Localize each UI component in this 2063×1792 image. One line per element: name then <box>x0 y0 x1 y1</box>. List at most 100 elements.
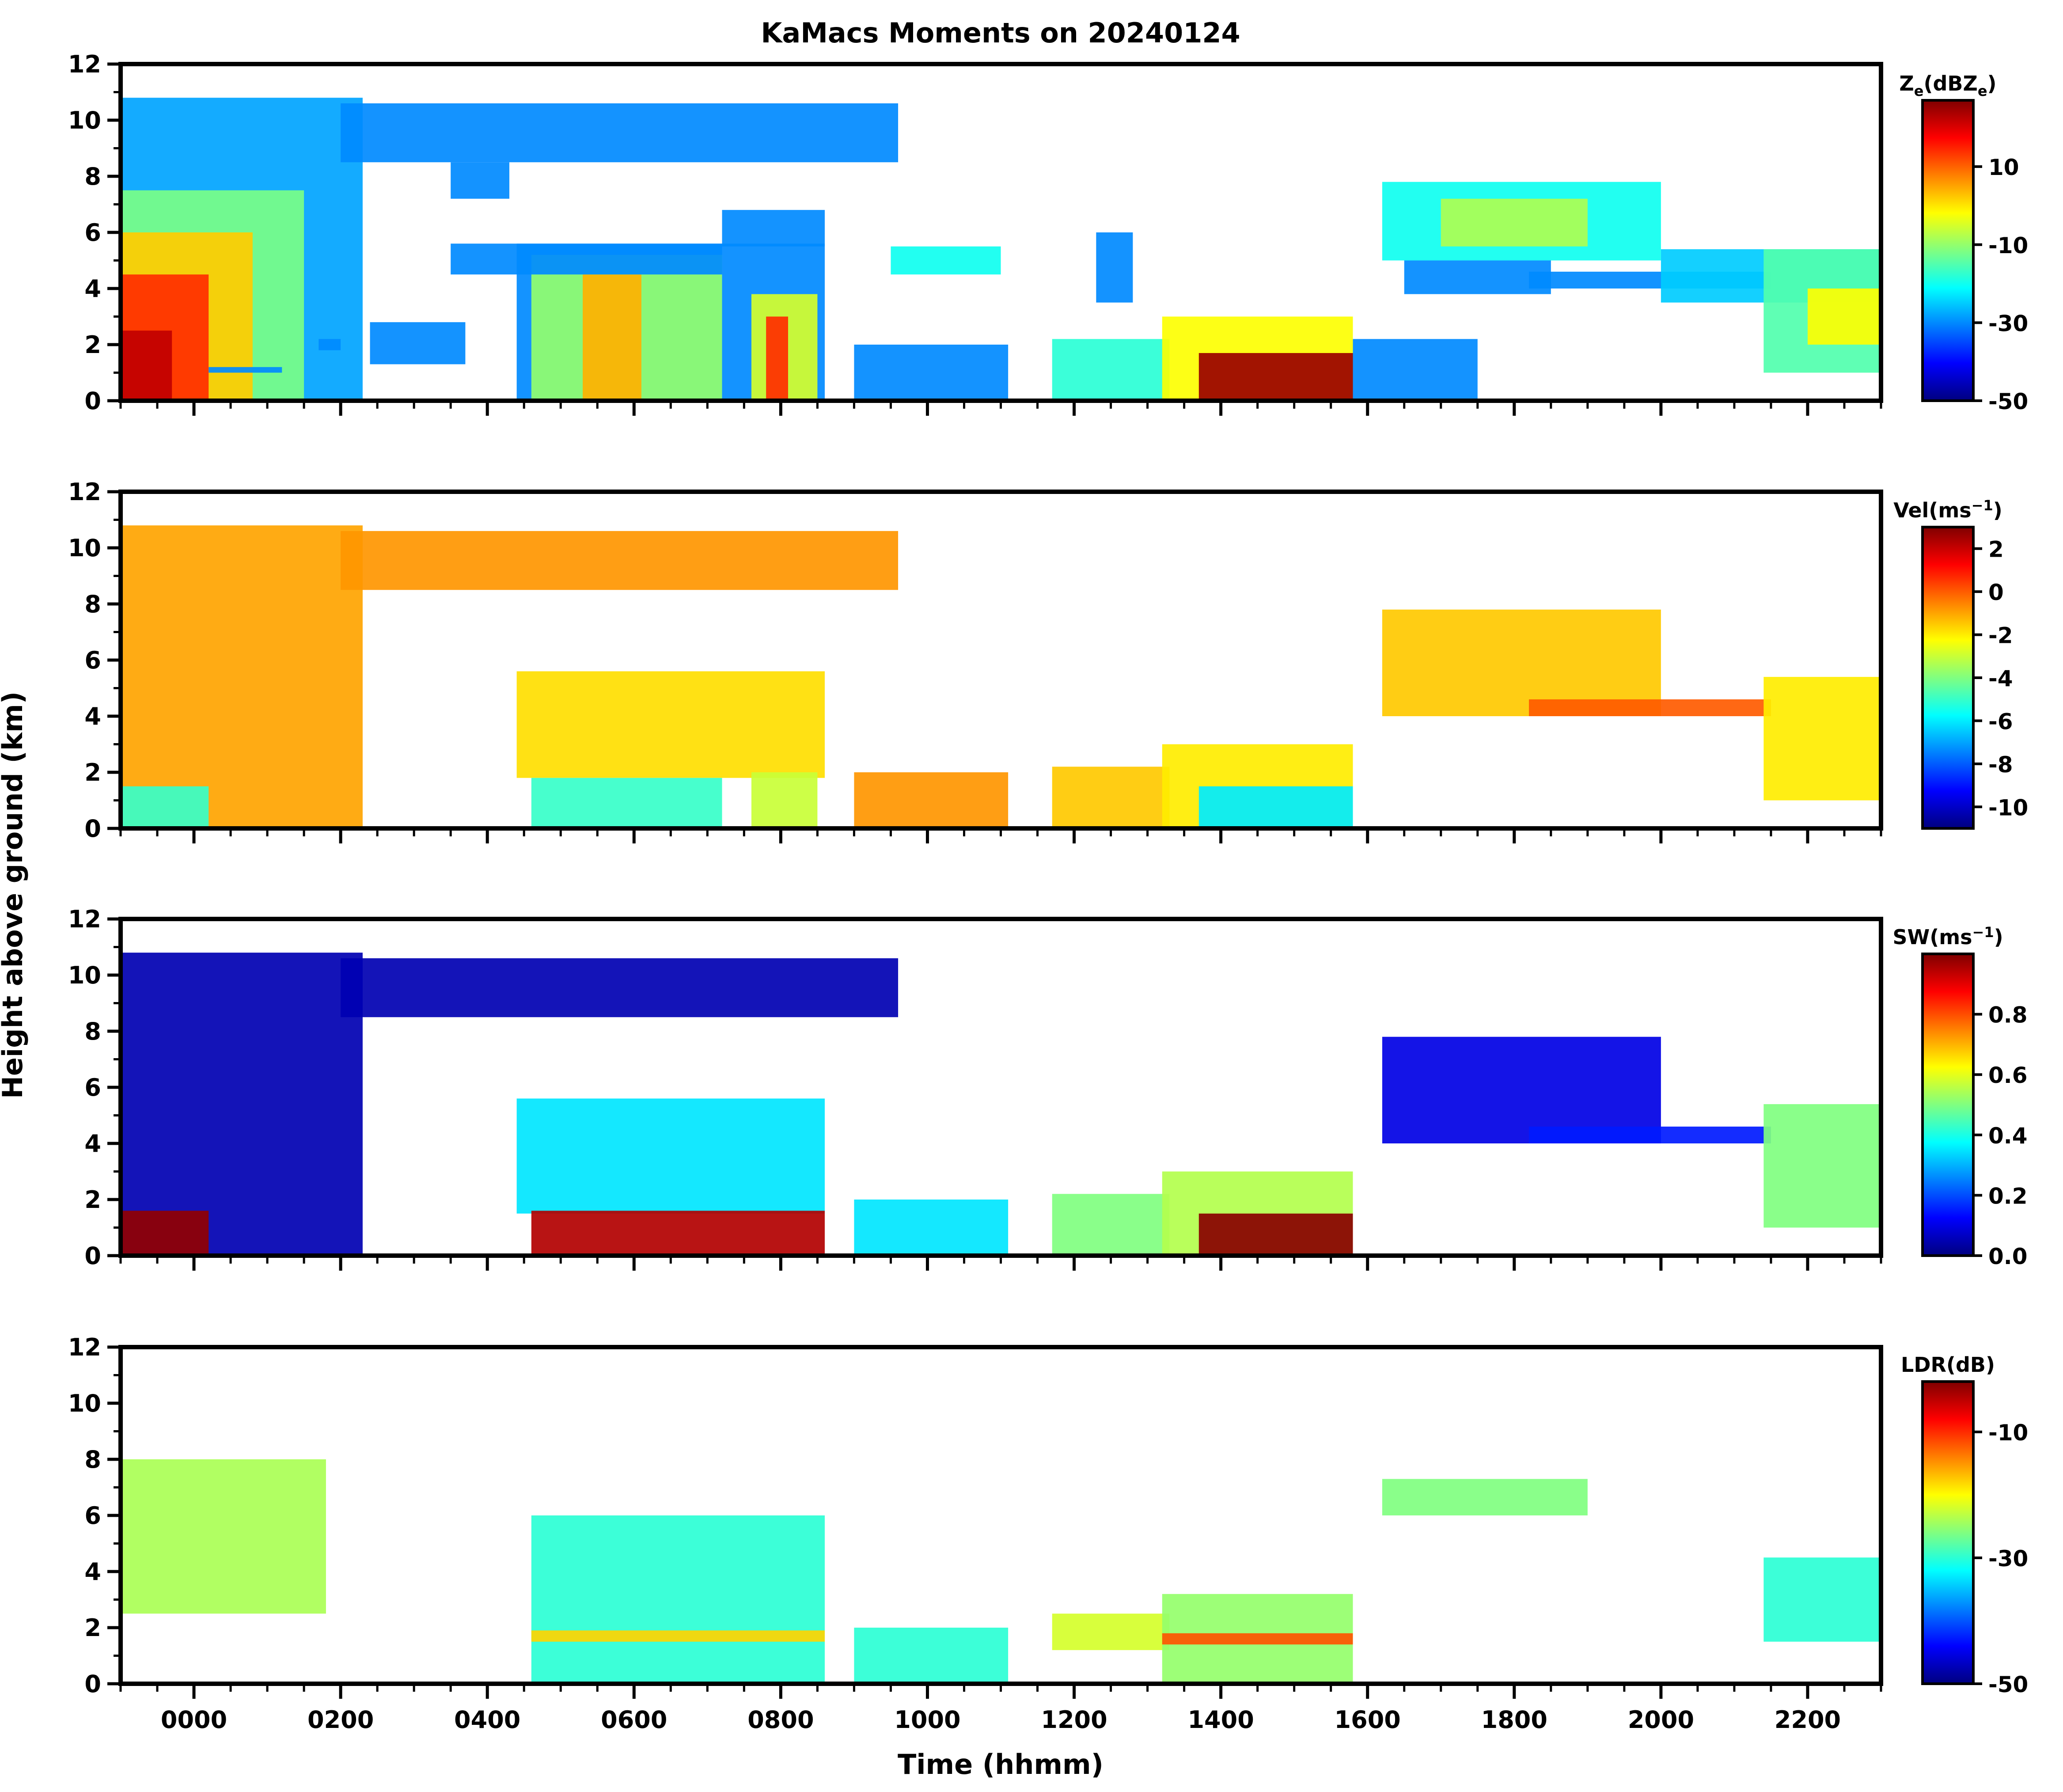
colorbar-label-ze: Ze(dBZe) <box>1899 72 1996 99</box>
data-region-sw-4 <box>531 1211 825 1256</box>
y-axis-label: Height above ground (km) <box>0 691 29 1099</box>
data-region-ze-18 <box>1052 339 1170 401</box>
data-region-ldr-2 <box>531 1630 825 1642</box>
data-region-vel-6 <box>854 772 1009 828</box>
colorbar-tick-label-sw-2: 0.4 <box>1988 1123 2028 1149</box>
y-tick-label-ze-1: 2 <box>84 331 101 359</box>
x-tick-label-3: 0600 <box>601 1706 667 1734</box>
colorbar-label-sw: SW(ms−1) <box>1892 924 2003 949</box>
panel-sw: 0 2 4 6 8 10 12 0.8 0.6 0.4 0.2 0.0 SW(ms−1) <box>68 905 2028 1271</box>
x-tick-label-10: 2000 <box>1628 1706 1694 1734</box>
data-region-vel-10 <box>1382 609 1661 716</box>
colorbar-tick-label-vel-5: -8 <box>1988 752 2013 778</box>
data-region-vel-2 <box>341 531 899 590</box>
y-tick-label-ze-2: 4 <box>84 275 101 303</box>
y-tick-label-sw-4: 8 <box>84 1017 101 1045</box>
data-region-ldr-7 <box>1382 1479 1588 1515</box>
y-tick-label-sw-5: 10 <box>68 961 101 989</box>
colorbar-tick-label-ldr-1: -30 <box>1988 1546 2028 1572</box>
data-region-ze-9 <box>583 274 641 401</box>
colorbar-label-vel: Vel(ms−1) <box>1893 497 2002 522</box>
data-region-ze-25 <box>1441 198 1588 247</box>
data-region-ze-21 <box>1353 339 1478 401</box>
x-tick-label-2: 0400 <box>454 1706 520 1734</box>
y-tick-label-vel-3: 6 <box>84 646 101 674</box>
data-region-vel-7 <box>1052 767 1170 828</box>
colorbar-tick-label-vel-1: 0 <box>1988 580 2004 605</box>
data-region-vel-11 <box>1529 699 1771 716</box>
colorbar-ze <box>1921 99 1975 402</box>
colorbar-sw <box>1921 953 1975 1257</box>
data-region-sw-5 <box>854 1200 1009 1256</box>
data-region-sw-11 <box>1763 1104 1881 1228</box>
y-tick-label-ze-3: 6 <box>84 219 101 247</box>
data-region-vel-4 <box>531 778 722 828</box>
data-region-sw-0 <box>121 953 363 1256</box>
colorbar-tick-label-ze-1: -10 <box>1988 233 2028 258</box>
y-tick-label-ldr-5: 10 <box>68 1390 101 1417</box>
data-region-ze-6 <box>451 162 510 199</box>
x-axis-label: Time (hhmm) <box>898 1748 1104 1781</box>
y-tick-label-ldr-0: 0 <box>84 1670 101 1698</box>
panel-ldr: 0 2 4 6 8 10 12 0000 0200 0400 0600 0800 1000 1200 140… <box>68 1333 2029 1734</box>
data-region-ldr-3 <box>854 1628 1009 1684</box>
y-tick-label-vel-4: 8 <box>84 590 101 618</box>
y-tick-label-ze-4: 8 <box>84 163 101 190</box>
data-region-ze-12 <box>451 243 722 275</box>
data-region-vel-12 <box>1763 677 1881 801</box>
colorbar-tick-label-vel-0: 2 <box>1988 537 2004 562</box>
data-region-vel-5 <box>751 772 818 828</box>
y-tick-label-ze-0: 0 <box>84 387 101 415</box>
y-tick-label-ldr-3: 6 <box>84 1502 101 1530</box>
data-region-ze-16 <box>722 210 825 247</box>
colorbar-tick-label-sw-3: 0.2 <box>1988 1183 2028 1209</box>
data-region-ze-30 <box>1807 289 1881 345</box>
colorbar-vel <box>1921 526 1975 830</box>
data-region-ze-5 <box>341 103 899 163</box>
x-tick-label-6: 1200 <box>1041 1706 1107 1734</box>
data-region-ze-20 <box>1198 353 1353 401</box>
y-tick-label-vel-0: 0 <box>84 815 101 843</box>
data-region-sw-6 <box>1052 1194 1170 1256</box>
y-tick-label-sw-3: 6 <box>84 1074 101 1101</box>
y-tick-label-ldr-2: 4 <box>84 1558 101 1586</box>
y-tick-label-ze-6: 12 <box>68 50 101 78</box>
colorbar-tick-label-sw-4: 0.0 <box>1988 1244 2028 1269</box>
y-tick-label-vel-5: 10 <box>68 534 101 562</box>
y-tick-label-sw-2: 4 <box>84 1130 101 1158</box>
y-tick-label-ldr-1: 2 <box>84 1614 101 1642</box>
data-region-ze-23 <box>1096 232 1133 303</box>
colorbar-tick-label-ze-2: -30 <box>1988 311 2028 336</box>
y-tick-label-ze-5: 10 <box>68 106 101 134</box>
y-tick-label-sw-6: 12 <box>68 905 101 933</box>
x-tick-label-9: 1800 <box>1481 1706 1547 1734</box>
x-tick-label-7: 1400 <box>1187 1706 1254 1734</box>
colorbar-tick-label-ldr-0: -10 <box>1988 1420 2028 1446</box>
x-tick-label-0: 0000 <box>161 1706 227 1734</box>
y-tick-label-ldr-6: 12 <box>68 1333 101 1361</box>
data-region-ldr-8 <box>1763 1557 1881 1642</box>
data-region-sw-2 <box>341 958 899 1017</box>
y-tick-label-sw-0: 0 <box>84 1242 101 1270</box>
panel-ze: 0 2 4 6 8 10 12 10 -10 -30 -50 Ze(dBZe) <box>68 50 2028 416</box>
x-tick-label-11: 2200 <box>1775 1706 1841 1734</box>
data-region-ze-15 <box>319 339 341 350</box>
colorbar-tick-label-sw-1: 0.6 <box>1988 1063 2028 1088</box>
y-tick-label-vel-1: 2 <box>84 759 101 786</box>
colorbar-ldr <box>1921 1380 1975 1685</box>
colorbar-tick-label-ze-3: -50 <box>1988 389 2028 414</box>
colorbar-tick-label-sw-0: 0.8 <box>1988 1002 2028 1028</box>
y-tick-label-ldr-4: 8 <box>84 1446 101 1473</box>
data-region-ldr-4 <box>1052 1614 1170 1650</box>
colorbar-tick-label-vel-3: -4 <box>1988 666 2013 691</box>
data-region-sw-1 <box>121 1211 209 1256</box>
colorbar-tick-label-vel-6: -10 <box>1988 795 2028 820</box>
data-region-ze-14 <box>209 367 282 373</box>
data-region-ze-11 <box>766 316 788 401</box>
data-region-sw-9 <box>1382 1036 1661 1143</box>
colorbar-label-ldr: LDR(dB) <box>1901 1353 1995 1377</box>
x-tick-label-5: 1000 <box>894 1706 960 1734</box>
data-region-ze-22 <box>891 246 1001 275</box>
data-region-ldr-1 <box>531 1515 825 1684</box>
